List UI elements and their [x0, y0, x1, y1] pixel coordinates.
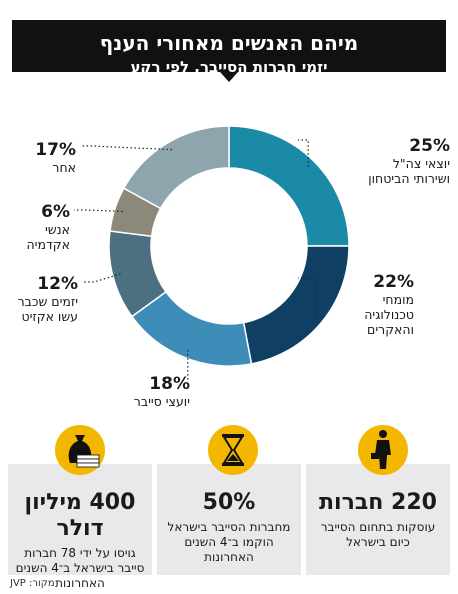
stat-value: 220 חברות	[319, 490, 437, 515]
stat-card-funding: 400 מיליון דולר גויסו על ידי 78 חברות סי…	[8, 464, 152, 590]
slice-label-line: והאקרים	[367, 322, 414, 337]
chart-subtitle: יזמי חברות הסייבר, לפי רקע	[130, 58, 328, 76]
slice-label-line: מומחי	[382, 292, 414, 307]
chart-title: מיהם האנשים מאחורי הענף	[99, 31, 359, 55]
hourglass-icon	[208, 425, 258, 475]
slice-label-line: יזמים שכבר	[17, 294, 78, 309]
stat-card-founded: 50% מחברות הסייבר בישראל הוקמו ב־4 השנים…	[157, 464, 301, 575]
source-note: מקור: JVP	[10, 578, 55, 589]
slice-label-consultants: 18% יועצי סייבר	[100, 374, 190, 409]
slice-label-exit: 12% יזמים שכבר עשו אקזיט	[0, 274, 78, 324]
slice-percent: 17%	[35, 140, 76, 160]
slice-label-line: ושירותי הביטחון	[368, 171, 450, 186]
slice-label-line: עשו אקזיט	[21, 309, 78, 324]
money-bag-icon	[55, 425, 105, 475]
donut-chart	[74, 125, 350, 380]
banner-shape	[12, 20, 446, 82]
slice-percent: 18%	[149, 374, 190, 394]
slice-label-line: יוצאי צה"ל	[392, 156, 450, 171]
slice-percent: 12%	[37, 274, 78, 294]
slice-label-line: אנשי	[44, 222, 70, 237]
slice-label-line: אקדמיה	[26, 237, 71, 252]
slice-percent: 6%	[41, 202, 70, 222]
slice-label-line: יועצי סייבר	[133, 394, 190, 409]
stat-value: 50%	[202, 490, 256, 515]
donut-slice	[122, 125, 230, 210]
slice-label-academia: 6% אנשי אקדמיה	[0, 202, 71, 252]
leader-line	[80, 145, 173, 151]
slice-label-line: אחר	[52, 160, 76, 175]
stat-value: 400 מיליון דולר	[24, 490, 136, 541]
stat-description: מחברות הסייבר בישראל הוקמו ב־4 השנים האח…	[167, 520, 291, 564]
slice-percent: 22%	[373, 272, 414, 292]
stat-card-companies: 220 חברות עוסקות בתחום הסייבר כיום בישרא…	[306, 464, 450, 575]
slice-label-tech: 22% מומחי טכנולוגיה והאקרים	[300, 272, 414, 337]
leader-line	[298, 139, 309, 167]
header-banner: מיהם האנשים מאחורי הענף יזמי חברות הסייב…	[12, 20, 446, 82]
slice-label-other: 17% אחר	[0, 140, 76, 175]
slice-label-line: טכנולוגיה	[364, 307, 414, 322]
leader-line	[82, 273, 121, 283]
businessman-icon	[358, 425, 408, 475]
stat-description: גויסו על ידי 78 חברות סייבר בישראל ב־4 ה…	[15, 546, 145, 590]
leader-line	[298, 277, 316, 318]
slice-percent: 25%	[409, 136, 450, 156]
stat-description: עוסקות בתחום הסייבר כיום בישראל	[320, 520, 436, 549]
slice-label-idf: 25% יוצאי צה"ל ושירותי הביטחון	[300, 136, 450, 186]
leader-line	[74, 209, 123, 212]
